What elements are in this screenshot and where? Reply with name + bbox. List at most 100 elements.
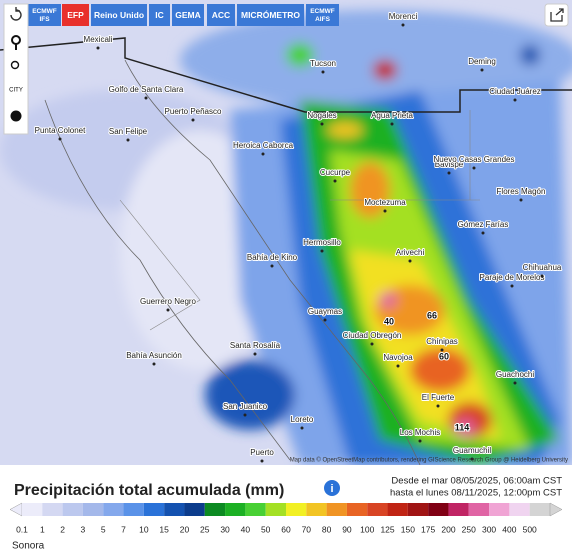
city-label: Puerto Peñasco [165,107,222,116]
info-button[interactable] [324,480,340,496]
legend-label: 5 [101,524,106,534]
legend-label: 25 [200,524,210,534]
city-dot [152,362,156,366]
legend-swatch [468,503,490,516]
city-label: Arivechi [396,248,425,257]
city-label: San Felipe [109,127,148,136]
legend-label: 200 [441,524,455,534]
city-label: Morenci [389,12,418,21]
city-dot [472,166,476,170]
region: Sonora [12,541,45,552]
dot-toggle[interactable] [10,110,22,122]
tool-button[interactable] [91,4,147,26]
legend: 0.1 1 2 3 5 7 10 15 20 25 30 40 50 60 70 80 90 100 125 150 1… [9,502,563,534]
city-label: Bahía de Kino [247,253,298,262]
city-dot [58,137,62,141]
svg-text:i: i [330,483,333,495]
legend-swatch [22,503,43,516]
city-label: Paraje de Morelos [480,273,545,282]
city-dot [390,122,394,126]
city-dot [370,342,374,346]
legend-label: 70 [302,524,312,534]
zoom-button[interactable] [10,60,20,70]
legend-label: 50 [261,524,271,534]
tool-button[interactable] [62,4,89,26]
tool-button[interactable] [28,4,61,26]
tool-button[interactable] [149,4,170,26]
legend-label: 300 [482,524,496,534]
legend-swatch [286,503,307,516]
legend-label: 30 [220,524,230,534]
map-value: 114 [455,422,470,432]
city-dot [396,364,400,368]
legend-label: 3 [81,524,86,534]
legend-label: 1 [40,524,45,534]
city-dot [436,404,440,408]
legend-swatch [367,503,388,516]
city-dot [300,426,304,430]
city-dot [126,138,130,142]
city-label: Guamuchil [453,446,491,455]
city-dot [440,348,444,352]
city-dot [418,439,422,443]
city-dot [253,352,257,356]
legend-swatch [428,503,449,516]
tool-button[interactable] [306,4,339,26]
legend-title: Precipitación total acumulada (mm) [14,482,284,499]
legend-arrow [9,502,23,517]
legend-label: 150 [401,524,415,534]
city-label: Navojoa [383,353,413,362]
legend-swatch [407,503,429,516]
city-toggle[interactable]: CITY [9,88,23,94]
city-dot [401,23,405,27]
legend-label: 500 [523,524,537,534]
legend-label: 250 [462,524,476,534]
city-label: Los Mochis [400,428,440,437]
legend-swatch [489,503,510,516]
city-dot [481,231,485,235]
city-label: San Juanico [223,402,268,411]
city-label: Gómez Farías [458,220,509,229]
tool-button[interactable] [207,4,235,26]
tool-label: ECMWF IFS [32,8,57,23]
city-label: Nuevo Casas Grandes [434,155,515,164]
coastline [44,99,291,461]
legend-swatch [509,503,530,516]
city-dot [320,249,324,253]
tool-button[interactable] [172,4,204,26]
tool-button[interactable] [237,4,304,26]
legend-label: 400 [502,524,516,534]
city-dot [191,118,195,122]
map-value: 40 [384,316,394,326]
city-label: Golfo de Santa Clara [109,85,184,94]
tool-label: EFP [67,10,84,20]
legend-swatch [42,503,63,516]
city-dot [261,152,265,156]
legend-swatch [245,503,266,516]
state-line [119,110,480,331]
map[interactable]: Mexicali Tucson Morenci Deming Ciudad Juárez… [0,0,572,465]
tool-label: MICRÓMETRO [241,9,300,20]
city-label: Deming [468,57,496,66]
legend-label: 0.1 [16,524,28,534]
city-dot [513,381,517,385]
map-value: 60 [439,351,449,361]
map-values: 40 66 60 114 [383,309,470,433]
city-label: Nogales [307,111,336,120]
city-dot [260,459,264,463]
city-label: Puerto [250,448,274,457]
city-label: Mexicali [84,35,113,44]
legend-swatch [164,503,185,516]
city-labels: Mexicali Tucson Morenci Deming Ciudad Juárez… [34,11,563,463]
refresh-button[interactable] [10,7,22,21]
tool-label: ACC [212,10,230,20]
city-dot [540,274,544,278]
coastline [124,59,421,465]
side-controls: CITY [3,3,29,135]
tool-label: GEMA [175,10,201,20]
city-label: El Fuerte [422,393,455,402]
city-label: Flores Magón [497,187,546,196]
legend-swatch [62,503,83,516]
city-label: Ciudad Juárez [489,87,541,96]
